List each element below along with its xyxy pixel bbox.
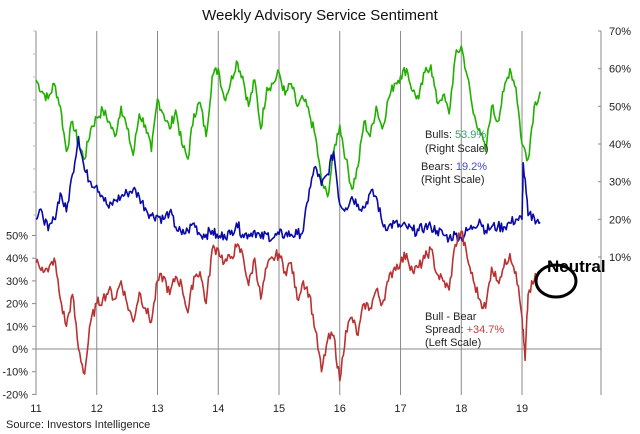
x-tick-label: 19 [516, 403, 528, 415]
right-tick-label: 50% [609, 101, 631, 113]
left-tick-label: 20% [6, 299, 28, 311]
neutral-callout-circle [534, 263, 578, 299]
neutral-callout-label: Neutral [547, 257, 606, 276]
x-tick-label: 13 [151, 403, 163, 415]
series-line-bears [35, 135, 541, 243]
left-tick-label: 0% [12, 344, 28, 356]
gridlines [96, 31, 523, 395]
x-tick-label: 18 [455, 403, 467, 415]
series-line-bulls [35, 45, 541, 198]
right-tick-label: 40% [609, 139, 631, 151]
right-tick-label: 30% [609, 177, 631, 189]
spread-annotation: Spread: +34.7% [425, 324, 504, 336]
left-tick-label: 40% [6, 253, 28, 265]
right-tick-label: 60% [609, 64, 631, 76]
x-tick-label: 12 [91, 403, 103, 415]
right-tick-label: 20% [609, 214, 631, 226]
right-tick-label: 70% [609, 26, 631, 38]
right-tick-label: 10% [609, 252, 631, 264]
x-tick-label: 16 [334, 403, 346, 415]
x-tick-label: 11 [30, 403, 41, 415]
x-tick-label: 15 [273, 403, 285, 415]
series-line-bull-bear-spread [35, 230, 541, 382]
left-tick-label: -10% [2, 367, 28, 379]
left-tick-label: 10% [6, 321, 28, 333]
chart-title: Weekly Advisory Service Sentiment [202, 7, 438, 24]
bulls-annotation: Bulls: 53.9% [425, 129, 486, 141]
spread-scale-note: (Left Scale) [425, 337, 481, 349]
bears-scale-note: (Right Scale) [421, 174, 485, 186]
x-tick-label: 14 [212, 403, 224, 415]
source-note: Source: Investors Intelligence [6, 419, 150, 431]
left-tick-label: -20% [2, 389, 28, 401]
series-lines [35, 45, 541, 382]
axes: 11 12 13 14 15 16 17 18 19 -20% -10% 0% 10% 20% 30% 40%… [2, 26, 631, 415]
left-tick-label: 30% [6, 276, 28, 288]
spread-annotation-line1: Bull - Bear [425, 311, 477, 323]
x-tick-label: 17 [394, 403, 406, 415]
bears-annotation: Bears: 19.2% [421, 161, 487, 173]
bulls-scale-note: (Right Scale) [425, 143, 489, 155]
left-tick-label: 50% [6, 231, 28, 243]
